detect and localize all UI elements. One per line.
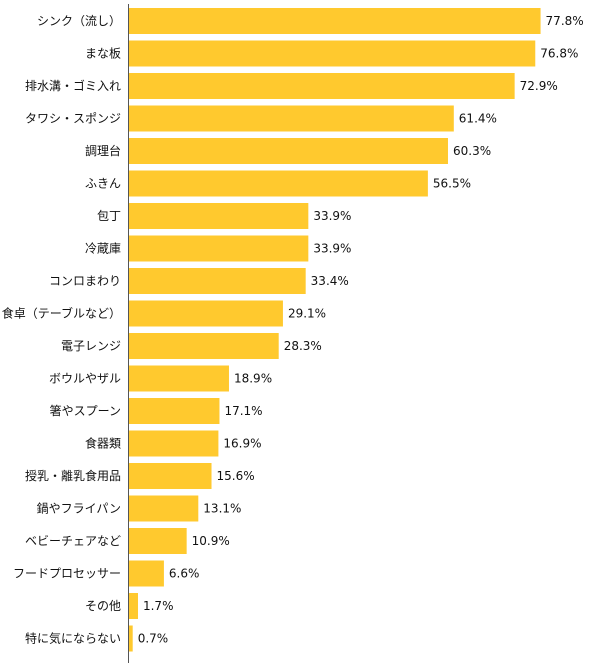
bar xyxy=(129,398,220,424)
value-label: 15.6% xyxy=(217,469,255,483)
bar xyxy=(129,203,309,229)
category-label: 調理台 xyxy=(85,143,121,158)
category-label: 食卓（テーブルなど） xyxy=(2,306,121,321)
bar xyxy=(129,365,229,392)
value-label: 76.8% xyxy=(540,47,578,61)
bar xyxy=(129,560,164,587)
bar xyxy=(129,333,279,359)
bar xyxy=(129,625,133,652)
value-label: 16.9% xyxy=(223,437,261,451)
category-label: 授乳・離乳食用品 xyxy=(25,468,121,483)
value-label: 72.9% xyxy=(520,79,558,93)
category-label: ボウルやザル xyxy=(49,372,121,386)
category-label: 冷蔵庫 xyxy=(85,242,121,256)
value-label: 17.1% xyxy=(224,404,262,418)
value-label: 33.4% xyxy=(311,274,349,288)
bar xyxy=(129,593,138,619)
bar xyxy=(129,528,187,554)
bar xyxy=(129,495,199,522)
bar xyxy=(129,268,306,294)
bar xyxy=(129,170,428,197)
value-label: 1.7% xyxy=(143,599,174,613)
category-labels: シンク（流し） まな板排水溝・ゴミ入れタワシ・スポンジ調理台ふきん包丁冷蔵庫コンロ… xyxy=(2,14,121,646)
category-label: シンク（流し） xyxy=(37,14,121,28)
category-label: 包丁 xyxy=(97,209,121,223)
value-label: 10.9% xyxy=(192,534,230,548)
bar xyxy=(129,235,309,262)
bar xyxy=(129,300,283,327)
category-label: タワシ・スポンジ xyxy=(25,112,121,126)
value-label: 18.9% xyxy=(234,372,272,386)
category-label: ベビーチェアなど xyxy=(25,534,121,548)
value-label: 29.1% xyxy=(288,307,326,321)
category-label: 鍋やフライパン xyxy=(37,501,121,516)
value-label: 0.7% xyxy=(138,632,169,646)
value-label: 33.9% xyxy=(313,209,351,223)
category-label: 箸やスプーン xyxy=(50,403,121,418)
value-label: 28.3% xyxy=(284,339,322,353)
value-label: 60.3% xyxy=(453,144,491,158)
category-label: コンロまわり xyxy=(49,274,121,288)
bar xyxy=(129,463,212,489)
value-labels: 77.8% 76.8% 72.9% 61.4% 60.3% 56.5% 33.9% 33.9%… xyxy=(138,14,584,646)
value-label: 6.6% xyxy=(169,567,200,581)
value-label: 13.1% xyxy=(203,502,241,516)
bars-layer xyxy=(129,8,541,652)
bar xyxy=(129,138,448,164)
bar xyxy=(129,105,454,132)
bar xyxy=(129,430,219,457)
category-label: 電子レンジ xyxy=(61,339,121,353)
value-label: 33.9% xyxy=(313,242,351,256)
category-label: 排水溝・ゴミ入れ xyxy=(25,78,121,93)
value-label: 77.8% xyxy=(546,14,584,28)
value-label: 61.4% xyxy=(459,112,497,126)
category-label: 特に気にならない xyxy=(25,631,121,646)
value-label: 56.5% xyxy=(433,177,471,191)
bar xyxy=(129,8,541,34)
category-label: まな板 xyxy=(85,47,121,61)
category-label: フードプロセッサー xyxy=(13,567,121,581)
category-label: ふきん xyxy=(85,177,121,191)
category-label: その他 xyxy=(85,599,121,613)
category-label: 食器類 xyxy=(85,436,121,451)
bar xyxy=(129,40,536,67)
bar xyxy=(129,73,515,99)
